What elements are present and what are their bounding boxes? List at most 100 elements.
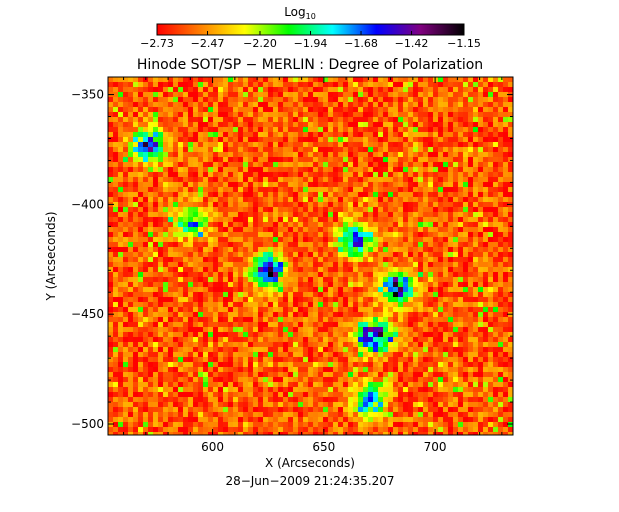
heatmap-cell [333, 112, 338, 117]
heatmap-cell [233, 162, 238, 167]
heatmap-cell [138, 112, 143, 117]
heatmap-cell [153, 97, 158, 102]
heatmap-cell [228, 162, 233, 167]
heatmap-cell [423, 222, 428, 227]
heatmap-cell [118, 82, 123, 87]
heatmap-cell [193, 207, 198, 212]
heatmap-cell [113, 122, 118, 127]
heatmap-cell [433, 342, 438, 347]
heatmap-cell [458, 322, 463, 327]
heatmap-cell [298, 237, 303, 242]
heatmap-cell [108, 197, 113, 202]
heatmap-cell [223, 377, 228, 382]
heatmap-cell [238, 242, 243, 247]
heatmap-cell [428, 332, 433, 337]
heatmap-cell [268, 232, 273, 237]
heatmap-cell [323, 137, 328, 142]
heatmap-cell [453, 377, 458, 382]
heatmap-cell [363, 357, 368, 362]
heatmap-cell [493, 322, 498, 327]
heatmap-cell [408, 172, 413, 177]
heatmap-cell [163, 167, 168, 172]
heatmap-cell [158, 187, 163, 192]
heatmap-cell [198, 237, 203, 242]
heatmap-cell [453, 357, 458, 362]
heatmap-cell [163, 102, 168, 107]
heatmap-cell [403, 247, 408, 252]
heatmap-cell [363, 297, 368, 302]
heatmap-cell [278, 112, 283, 117]
heatmap-cell [283, 222, 288, 227]
heatmap-cell [228, 217, 233, 222]
heatmap-cell [428, 107, 433, 112]
heatmap-cell [328, 307, 333, 312]
heatmap-cell [318, 377, 323, 382]
heatmap-cell [448, 172, 453, 177]
heatmap-cell [493, 77, 498, 82]
heatmap-cell [328, 202, 333, 207]
heatmap-cell [128, 177, 133, 182]
heatmap-cell [193, 272, 198, 277]
heatmap-cell [498, 197, 503, 202]
heatmap-cell [248, 287, 253, 292]
heatmap-cell [448, 287, 453, 292]
heatmap-cell [158, 232, 163, 237]
heatmap-cell [403, 312, 408, 317]
heatmap-cell [398, 212, 403, 217]
heatmap-cell [243, 252, 248, 257]
heatmap-cell [338, 132, 343, 137]
heatmap-cell [283, 242, 288, 247]
heatmap-cell [188, 282, 193, 287]
heatmap-cell [243, 172, 248, 177]
heatmap-cell [268, 257, 273, 262]
heatmap-cell [353, 112, 358, 117]
heatmap-cell [173, 162, 178, 167]
heatmap-cell [318, 242, 323, 247]
heatmap-cell [178, 177, 183, 182]
heatmap-cell [433, 332, 438, 337]
heatmap-cell [373, 327, 378, 332]
heatmap-cell [208, 337, 213, 342]
heatmap-cell [228, 257, 233, 262]
heatmap-cell [178, 272, 183, 277]
heatmap-cell [358, 222, 363, 227]
heatmap-cell [503, 352, 508, 357]
heatmap-cell [378, 77, 383, 82]
heatmap-cell [208, 102, 213, 107]
heatmap-cell [413, 292, 418, 297]
heatmap-cell [223, 322, 228, 327]
heatmap-cell [358, 362, 363, 367]
heatmap-cell [238, 347, 243, 352]
heatmap-cell [138, 237, 143, 242]
heatmap-cell [463, 97, 468, 102]
heatmap-cell [253, 202, 258, 207]
heatmap-cell [128, 207, 133, 212]
heatmap-cell [488, 312, 493, 317]
heatmap-cell [308, 87, 313, 92]
heatmap-cell [208, 207, 213, 212]
heatmap-cell [368, 137, 373, 142]
heatmap-cell [153, 327, 158, 332]
heatmap-cell [248, 162, 253, 167]
heatmap-cell [128, 102, 133, 107]
heatmap-cell [163, 152, 168, 157]
heatmap-cell [448, 102, 453, 107]
heatmap-cell [378, 297, 383, 302]
heatmap-cell [348, 222, 353, 227]
heatmap-cell [228, 262, 233, 267]
heatmap-cell [313, 292, 318, 297]
heatmap-cell [478, 277, 483, 282]
heatmap-cell [193, 267, 198, 272]
heatmap-cell [318, 117, 323, 122]
heatmap-cell [388, 242, 393, 247]
heatmap-cell [348, 202, 353, 207]
heatmap-cell [428, 222, 433, 227]
heatmap-cell [228, 252, 233, 257]
heatmap-cell [248, 212, 253, 217]
heatmap-cell [303, 252, 308, 257]
heatmap-cell [378, 137, 383, 142]
heatmap-cell [388, 212, 393, 217]
heatmap-cell [508, 232, 513, 237]
heatmap-cell [478, 177, 483, 182]
heatmap-cell [418, 317, 423, 322]
